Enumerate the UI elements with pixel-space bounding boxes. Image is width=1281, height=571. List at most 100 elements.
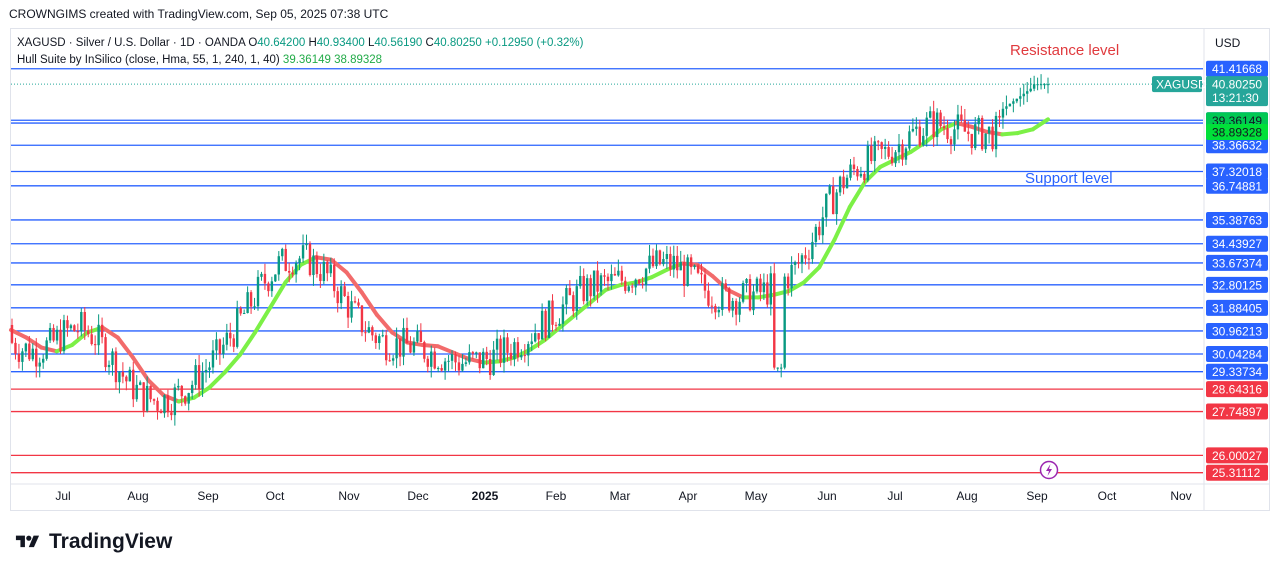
candle-41: [152, 398, 156, 405]
candle-body: [142, 382, 145, 411]
candle-body: [963, 120, 967, 132]
candle-296: [1036, 77, 1039, 91]
candle-28: [107, 360, 111, 375]
candle-body: [374, 335, 378, 344]
level-tag-6-text: 35.38763: [1212, 213, 1262, 227]
candle-170: [599, 272, 603, 296]
annotations: Resistance level Support level: [1010, 42, 1119, 480]
candle-66: [239, 306, 242, 316]
candle-262: [918, 119, 921, 147]
candle-82: [294, 260, 298, 283]
candle-body: [93, 344, 97, 346]
candle-body: [242, 313, 246, 315]
candle-119: [423, 340, 426, 363]
candle-144: [509, 343, 513, 366]
hull-segment-1: [9, 327, 29, 340]
level-tag-7-bg: [1206, 235, 1268, 252]
candle-body: [159, 410, 163, 414]
time-axis: Jul Aug Sep Oct Nov Dec 2025 Feb Mar Apr May Jun Jul…: [11, 483, 1270, 503]
close-label: C: [425, 37, 434, 49]
candle-49: [180, 385, 183, 407]
x-tick-16: Nov: [1170, 489, 1191, 503]
candle-body: [911, 128, 915, 132]
candle-body: [177, 385, 180, 388]
candle-125: [443, 357, 447, 380]
level-tag-11-bg: [1206, 322, 1268, 339]
candle-body: [932, 111, 935, 138]
candle-168: [592, 270, 596, 300]
candle-body: [232, 338, 235, 347]
candle-body: [225, 332, 229, 345]
candle-233: [818, 221, 821, 240]
candle-190: [669, 246, 672, 277]
candle-60: [218, 338, 222, 365]
candle-body: [152, 399, 156, 401]
candle-body: [641, 283, 644, 285]
candle-280: [980, 115, 984, 151]
candle-256: [897, 133, 901, 164]
candle-57: [208, 361, 211, 378]
candle-body: [52, 327, 55, 341]
candle-body: [215, 339, 218, 351]
candle-182: [641, 277, 644, 289]
candle-149: [527, 341, 530, 367]
candle-body: [45, 340, 48, 359]
candle-270: [946, 119, 949, 144]
candle-148: [523, 344, 527, 363]
candle-8: [38, 357, 41, 378]
candle-body: [430, 351, 433, 367]
candle-159: [561, 296, 565, 332]
candle-274: [960, 105, 963, 123]
candle-153: [540, 303, 544, 340]
candle-body: [509, 352, 513, 360]
candle-212: [745, 278, 748, 293]
candle-body: [825, 193, 828, 218]
candle-114: [405, 317, 409, 344]
candle-body: [783, 276, 786, 368]
candle-body: [977, 117, 980, 125]
candle-58: [211, 340, 215, 374]
candle-body: [329, 264, 332, 274]
candle-body: [901, 144, 904, 160]
level-tag-5-text: 36.74881: [1212, 179, 1262, 193]
candle-299: [1046, 77, 1050, 94]
candle-13: [55, 325, 59, 345]
candle-body: [343, 286, 346, 297]
candle-121: [430, 345, 433, 378]
candle-127: [450, 350, 454, 370]
candle-128: [454, 351, 457, 372]
candle-179: [631, 283, 634, 293]
low-value: 40.56190: [374, 37, 423, 49]
candle-95: [339, 280, 343, 310]
candle-69: [249, 290, 253, 314]
candle-54: [197, 354, 201, 397]
candle-body: [502, 337, 506, 363]
candle-body: [506, 337, 509, 353]
candle-96: [343, 281, 346, 297]
candle-44: [163, 394, 166, 418]
candle-body: [551, 300, 554, 325]
candle-269: [942, 116, 946, 136]
candle-body: [994, 115, 998, 150]
candle-61: [222, 337, 225, 359]
candle-17: [69, 323, 73, 331]
candle-body: [405, 327, 409, 344]
candle-276: [967, 121, 970, 142]
candle-body: [682, 261, 686, 286]
candle-290: [1015, 98, 1019, 104]
candle-body: [838, 176, 842, 193]
candle-173: [610, 264, 613, 290]
candle-body: [62, 320, 66, 352]
candle-213: [748, 274, 752, 312]
candle-169: [596, 261, 599, 303]
candle-body: [686, 257, 689, 286]
candle-204: [717, 306, 721, 318]
candle-body: [731, 300, 734, 311]
candle-body: [1036, 84, 1039, 86]
candle-218: [766, 274, 769, 308]
candle-body: [537, 333, 540, 340]
candle-231: [811, 232, 814, 264]
candle-body: [710, 305, 714, 307]
hull-segment-55: [832, 205, 852, 242]
